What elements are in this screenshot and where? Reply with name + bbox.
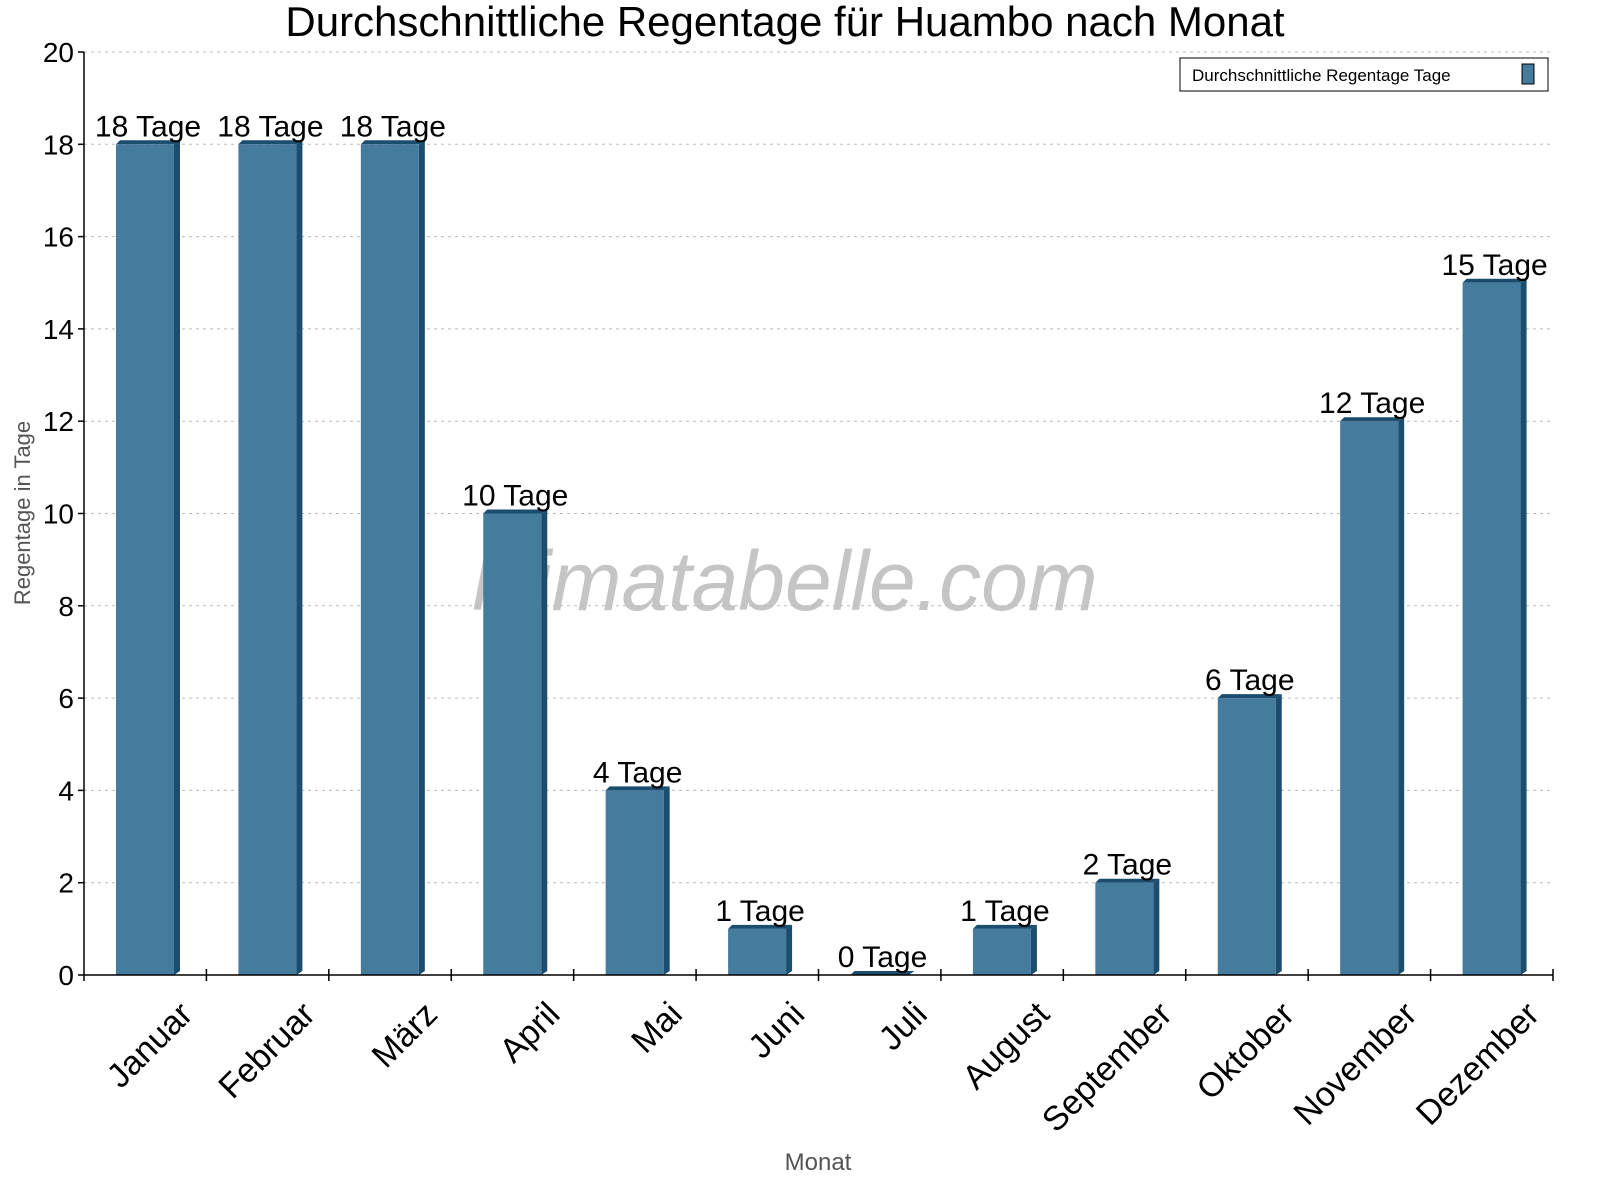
data-label: 10 Tage <box>462 480 568 513</box>
bars: 18 Tage 18 Tage 18 Tage 10 Tage 4 Tage 1 Tage… <box>95 110 1548 976</box>
y-tick-label: 8 <box>58 591 74 622</box>
legend-label: Durchschnittliche Regentage Tage <box>1192 66 1451 85</box>
bar <box>972 928 1031 975</box>
bar-side <box>663 786 670 975</box>
x-tick-label: Dezember <box>1409 995 1547 1133</box>
x-tick-label: Februar <box>211 995 322 1106</box>
bar-side <box>1275 694 1282 975</box>
y-tick-label: 0 <box>58 960 74 991</box>
x-tick-label: Juni <box>741 995 812 1066</box>
x-tick-label: Juli <box>872 995 935 1058</box>
data-label: 2 Tage <box>1083 849 1173 882</box>
y-tick-label: 6 <box>58 683 74 714</box>
data-label: 4 Tage <box>593 756 683 789</box>
bar <box>1462 282 1521 975</box>
data-label: 0 Tage <box>838 941 928 974</box>
y-tick-label: 10 <box>43 499 74 530</box>
x-axis-label: Monat <box>785 1149 852 1176</box>
y-tick-label: 4 <box>58 775 74 806</box>
bar <box>1340 421 1399 975</box>
bar-top <box>1095 878 1160 883</box>
bar-top <box>1340 417 1405 422</box>
x-tick-label: August <box>955 995 1057 1097</box>
x-tick-label: März <box>365 995 445 1075</box>
bar-top <box>360 140 425 145</box>
x-tick-label: Mai <box>624 995 690 1061</box>
bar-side <box>174 140 180 976</box>
bar-side <box>1520 278 1527 975</box>
data-label: 15 Tage <box>1441 249 1547 282</box>
bar-top <box>238 140 303 145</box>
chart-title: Durchschnittliche Regentage für Huambo n… <box>285 0 1285 45</box>
bar-top <box>483 509 548 514</box>
y-tick-label: 16 <box>43 222 74 253</box>
bar <box>238 144 297 976</box>
bar-top <box>605 786 670 791</box>
bar-side <box>1030 924 1037 975</box>
data-label: 1 Tage <box>960 895 1050 928</box>
bar-side <box>296 140 303 976</box>
bar-side <box>541 509 548 975</box>
x-tick-label: Oktober <box>1189 995 1301 1107</box>
bar <box>116 144 174 976</box>
bar-top <box>1217 694 1282 699</box>
grid-lines <box>84 51 1553 884</box>
bar-top <box>972 924 1037 929</box>
x-tick-label: September <box>1035 995 1179 1139</box>
bar-side <box>1398 417 1405 975</box>
bar-top <box>850 971 915 975</box>
legend-box <box>1179 57 1549 92</box>
data-label: 18 Tage <box>95 110 201 143</box>
data-label: 18 Tage <box>340 110 446 143</box>
bar-top <box>116 140 180 145</box>
data-label: 12 Tage <box>1319 387 1425 420</box>
bar-top <box>728 924 793 929</box>
bar <box>605 790 664 975</box>
legend-swatch <box>1521 63 1535 85</box>
x-tick-label: April <box>492 995 567 1070</box>
x-tick-label: Januar <box>100 995 200 1095</box>
y-tick-label: 18 <box>43 129 74 160</box>
y-tick-label: 20 <box>43 37 74 68</box>
y-tick-label: 2 <box>58 868 74 899</box>
bar <box>1217 698 1276 975</box>
bar-side <box>1153 878 1160 975</box>
legend: Durchschnittliche Regentage Tage <box>1179 57 1549 92</box>
y-tick-label: 12 <box>43 406 74 437</box>
data-label: 18 Tage <box>217 110 323 143</box>
bar <box>360 144 419 976</box>
bar <box>728 928 787 975</box>
bar-side <box>418 140 425 976</box>
data-label: 1 Tage <box>715 895 805 928</box>
y-axis-label: Regentage in Tage <box>10 421 35 605</box>
y-tick-label: 14 <box>43 314 74 345</box>
bar <box>483 513 542 975</box>
data-label: 6 Tage <box>1205 664 1295 697</box>
bar-side <box>786 924 793 975</box>
watermark: klimatabelle.com <box>472 534 1098 628</box>
bar-top <box>1462 278 1527 283</box>
x-tick-label: November <box>1286 995 1424 1133</box>
bar <box>1095 882 1154 975</box>
